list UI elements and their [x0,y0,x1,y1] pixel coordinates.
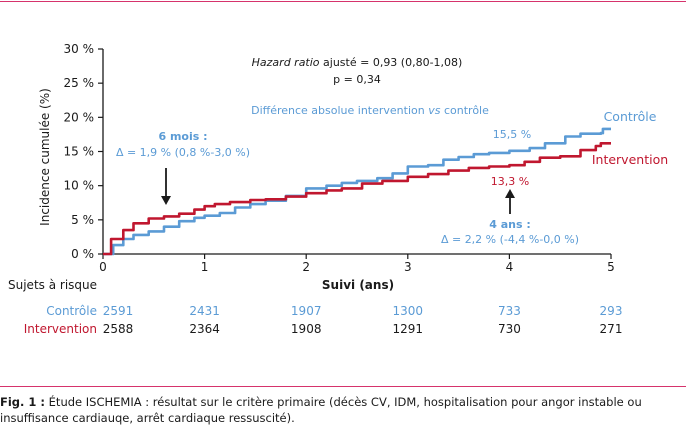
series-layer [103,127,611,256]
legend-intervention: Intervention [592,152,668,167]
six-months-arrow [161,168,171,205]
y-tick-label: 15 % [64,145,95,159]
risk-cell: 1300 [393,304,424,318]
y-tick-label: 30 % [64,42,95,56]
risk-cell: 2588 [103,322,134,336]
x-axis-title: Suivi (ans) [322,278,394,292]
y-tick-label: 5 % [71,213,94,227]
risk-cell: 2364 [189,322,220,336]
caption-line-1: Fig. 1 : Étude ISCHEMIA : résultat sur l… [0,394,686,410]
risk-table-title: Sujets à risque [8,278,97,292]
y-axis-ticks: 0 % 5 % 10 % 15 % 20 % 25 % 30 % [64,42,103,261]
six-months-title: 6 mois : [158,130,207,143]
risk-cell: 1908 [291,322,322,336]
risk-cell: 733 [498,304,521,318]
legend-controle: Contrôle [604,109,657,124]
x-tick-label: 1 [201,260,209,274]
risk-cell: 1907 [291,304,322,318]
y-tick-label: 10 % [64,179,95,193]
risk-table: Contrôle 2591 2431 1907 1300 733 293 Interventi… [24,304,623,336]
caption-line-2: insuffisance cardiauqe, arrêt cardiaque … [0,411,295,425]
y-tick-label: 20 % [64,110,95,124]
risk-cell: 293 [600,304,623,318]
four-years-arrow [505,189,515,214]
risk-row-label: Intervention [24,322,97,336]
caption-text-1: Étude ISCHEMIA : résultat sur le critère… [45,395,642,409]
y-tick-label: 0 % [71,247,94,261]
x-axis-ticks: 0 1 2 3 4 5 [99,254,615,274]
risk-cell: 271 [600,322,623,336]
y-tick-label: 25 % [64,76,95,90]
caption-rule [0,386,686,387]
figure-caption: Fig. 1 : Étude ISCHEMIA : résultat sur l… [0,394,686,426]
risk-cell: 2591 [103,304,134,318]
label-13-3: 13,3 % [491,175,529,188]
hazard-ratio-text: Hazard ratio ajusté = 0,93 (0,80-1,08) [252,56,463,69]
y-axis-title: Incidence cumulée (%) [38,88,52,226]
risk-row-label: Contrôle [46,304,97,318]
p-value-text: p = 0,34 [333,73,381,86]
x-tick-label: 0 [99,260,107,274]
caption-label: Fig. 1 : [0,395,46,409]
six-months-delta: Δ = 1,9 % (0,8 %-3,0 %) [116,146,250,159]
x-tick-label: 5 [607,260,615,274]
chart: 0 % 5 % 10 % 15 % 20 % 25 % 30 % 0 1 2 3 4 5 Incide… [8,42,668,336]
risk-cell: 1291 [393,322,424,336]
top-rule [0,1,686,2]
four-years-delta: Δ = 2,2 % (-4,4 %-0,0 %) [441,233,579,246]
label-15-5: 15,5 % [493,128,531,141]
x-tick-label: 3 [404,260,412,274]
series-line-controle [103,127,611,256]
x-tick-label: 2 [302,260,310,274]
risk-cell: 730 [498,322,521,336]
risk-cell: 2431 [189,304,220,318]
difference-title: Différence absolue intervention vs contr… [251,104,489,117]
x-tick-label: 4 [506,260,514,274]
four-years-title: 4 ans : [489,218,531,231]
series-line-intervention [103,142,611,256]
